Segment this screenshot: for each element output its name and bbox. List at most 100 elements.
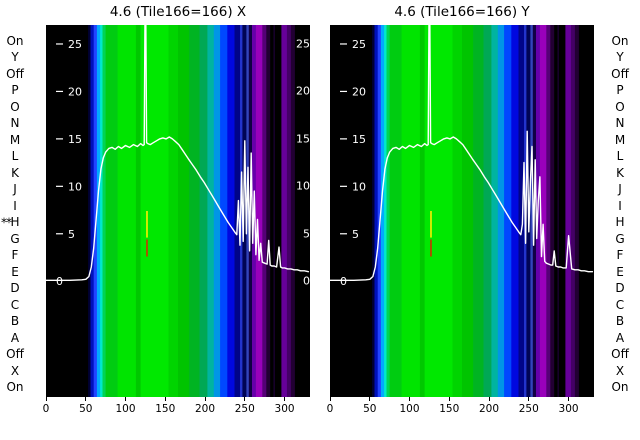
colormap-band [483,25,492,397]
row-label-g-12: G [10,231,20,246]
colormap-band [227,25,235,397]
colormap-band [135,25,142,397]
x-tick-label: 250 [234,403,255,415]
colormap-band [178,25,190,397]
colormap-band [240,25,243,397]
x-tick-label: 300 [558,403,579,415]
colormap-band [266,25,271,397]
x-tick-label: 150 [155,403,176,415]
colormap-band [93,25,98,397]
outer-y-tick-labels: 25 20 15 10 5 0 [284,25,310,397]
colormap-band [290,25,296,397]
x-tick-mark [204,397,206,401]
row-label-j-9: J [618,182,622,196]
colormap-band [213,25,221,397]
panel-title-x: 4.6 (Tile166=166) X [109,4,247,20]
row-label-l-7: L [616,149,624,163]
x-tick-mark [329,397,331,401]
x-tick-label: 200 [195,403,216,415]
row-label-on-21: On [611,380,629,394]
heatmap-plot-y: 25 20 15 10 5 0 [330,25,594,397]
x-tick-mark [409,397,411,401]
right-row-labels: On Y Off P O N M L K J I H G F E D C B A Off X On [604,0,636,440]
y-tick-label: 0 [56,275,63,288]
row-label-p-3: P [11,83,19,97]
row-label-i-10: I [618,198,622,213]
row-label-k-8: K [11,165,19,180]
colormap-band [384,25,387,397]
colormap-band [462,25,474,397]
colormap-band [518,25,525,397]
x-tick-label: 0 [326,403,334,415]
colormap-band [554,25,558,397]
x-tick-mark [244,397,246,401]
row-label-n-5: N [615,116,625,130]
colormap-band [286,25,292,397]
colormap-band [377,25,382,397]
colormap-band [117,25,137,397]
colormap-band [46,25,89,397]
colormap-band [140,25,169,397]
row-label-k-8: K [616,165,624,180]
row-label-m-6: M [9,132,21,147]
y-tick-label: 25 [352,38,366,51]
x-tick-label: 150 [439,403,460,415]
colormap-band [88,25,91,397]
row-label-y-1: Y [616,50,624,64]
profile-curve [330,25,594,282]
y-tick-label: 15 [352,133,366,146]
colormap-band [386,25,391,397]
colormap-band [473,25,484,397]
y-tick-label: 10 [352,180,366,193]
colormap-band [330,25,373,397]
colormap-band [539,25,547,397]
plot-panel-y: 25 20 15 10 5 0 4.6 (Tile166=166) Y 0 50 100 150… [327,4,594,415]
row-label-b-17: B [10,314,20,328]
outer-y-tick-label: 5 [303,227,310,241]
row-label-on-0: On [611,33,629,48]
colormap-band [189,25,200,397]
x-tick-label: 0 [42,403,50,415]
colormap-band [281,25,288,397]
colormap-band [570,25,576,397]
row-label-off-19: Off [611,347,629,361]
outer-y-tick-label: 10 [296,179,310,193]
colormap-band [565,25,572,397]
colormap-band [559,25,566,397]
profile-curve [46,25,310,282]
colormap-band [275,25,282,397]
x-tick-label: 200 [479,403,500,415]
row-label-b-17: B [615,314,625,328]
colormap-band [199,25,208,397]
colormap-band [557,25,560,397]
row-label-a-18: A [615,330,625,345]
outer-y-tick-label: 15 [296,132,310,146]
row-label-h-11: H [10,215,20,229]
row-label-m-6: M [614,132,626,147]
row-label-n-5: N [10,116,20,130]
colormap-band [220,25,228,397]
y-tick-label: 10 [68,180,82,193]
x-tick-label: 50 [363,403,377,415]
row-label-o-4: O [615,99,625,114]
y-tick-label: 0 [340,275,347,288]
colormap-band [273,25,276,397]
x-tick-mark [528,397,530,401]
colormap-band [105,25,118,397]
colormap-band [90,25,95,397]
row-label-d-15: D [615,281,625,295]
outer-y-tick-label: 0 [303,274,310,288]
row-label-x-20: X [615,363,625,378]
x-tick-mark [488,397,490,401]
colormap-band [497,25,505,397]
row-label-g-12: G [615,231,625,246]
row-label-h-11: H [615,215,625,229]
colormap-band [262,25,267,397]
colormap-band [96,25,101,397]
row-label-l-7: L [11,149,19,163]
y-tick-label: 15 [68,133,82,146]
colormap-band [574,25,580,397]
colormap-band [389,25,402,397]
colormap-band [380,25,385,397]
colormap-band [511,25,519,397]
